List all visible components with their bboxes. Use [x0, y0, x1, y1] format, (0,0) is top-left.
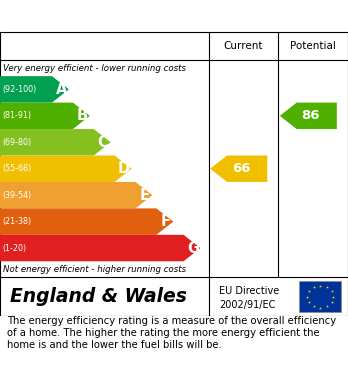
Polygon shape — [0, 182, 152, 208]
Polygon shape — [0, 156, 132, 182]
Text: F: F — [161, 214, 171, 229]
Polygon shape — [0, 102, 90, 129]
Text: C: C — [98, 135, 109, 150]
Polygon shape — [210, 156, 267, 182]
Polygon shape — [0, 129, 111, 156]
Text: (39-54): (39-54) — [3, 191, 32, 200]
Text: (92-100): (92-100) — [3, 85, 37, 94]
Text: A: A — [56, 82, 67, 97]
Polygon shape — [0, 235, 200, 261]
Text: Not energy efficient - higher running costs: Not energy efficient - higher running co… — [3, 265, 187, 274]
Text: (55-68): (55-68) — [3, 164, 32, 173]
Text: 2002/91/EC: 2002/91/EC — [219, 300, 276, 310]
Text: E: E — [140, 188, 150, 203]
Text: (21-38): (21-38) — [3, 217, 32, 226]
Text: D: D — [118, 161, 130, 176]
Text: The energy efficiency rating is a measure of the overall efficiency of a home. T: The energy efficiency rating is a measur… — [7, 316, 336, 350]
Polygon shape — [280, 102, 337, 129]
Text: B: B — [77, 108, 88, 123]
Text: (81-91): (81-91) — [3, 111, 32, 120]
Text: (1-20): (1-20) — [3, 244, 27, 253]
Bar — [299, 281, 341, 312]
Text: England & Wales: England & Wales — [10, 287, 187, 306]
Text: 66: 66 — [232, 162, 251, 175]
Text: 86: 86 — [302, 109, 320, 122]
Polygon shape — [0, 76, 69, 102]
Text: Current: Current — [224, 41, 263, 51]
Text: Energy Efficiency Rating: Energy Efficiency Rating — [10, 9, 232, 23]
Text: Potential: Potential — [290, 41, 336, 51]
Text: EU Directive: EU Directive — [219, 286, 279, 296]
Text: (69-80): (69-80) — [3, 138, 32, 147]
Text: G: G — [187, 240, 199, 256]
Text: Very energy efficient - lower running costs: Very energy efficient - lower running co… — [3, 64, 187, 73]
Polygon shape — [0, 208, 173, 235]
